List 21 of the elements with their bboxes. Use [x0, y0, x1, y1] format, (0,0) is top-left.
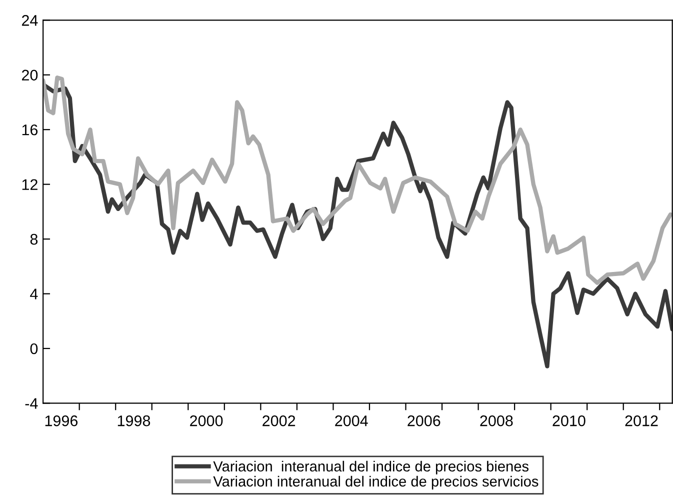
y-tick-label: 24 — [22, 15, 38, 26]
y-tick-label: 16 — [22, 124, 38, 136]
x-tick-label: 2004 — [335, 415, 368, 426]
x-tick-label: 2008 — [480, 415, 513, 426]
legend-label: Variacion interanual del indice de precios servicios — [213, 476, 538, 490]
x-tick-label: 2002 — [262, 415, 296, 426]
x-tick-label: 2006 — [408, 415, 440, 426]
legend-label: Variacion interanual del indice de precios bienes — [213, 460, 529, 474]
x-tick-label: 2000 — [190, 415, 223, 426]
line-series — [43, 82, 672, 368]
y-tick-label: 0 — [30, 343, 38, 354]
y-tick-label: -4 — [25, 398, 38, 409]
y-tick-label: 20 — [22, 70, 38, 81]
line-series — [43, 76, 672, 285]
x-tick-label: 2012 — [625, 415, 658, 426]
y-tick-label: 12 — [22, 179, 38, 190]
y-tick-label: 8 — [30, 234, 38, 245]
x-tick-label: 1998 — [118, 415, 150, 426]
x-tick-label: 2010 — [552, 415, 586, 426]
y-tick-label: 4 — [30, 288, 38, 300]
x-tick-label: 1996 — [45, 415, 78, 426]
